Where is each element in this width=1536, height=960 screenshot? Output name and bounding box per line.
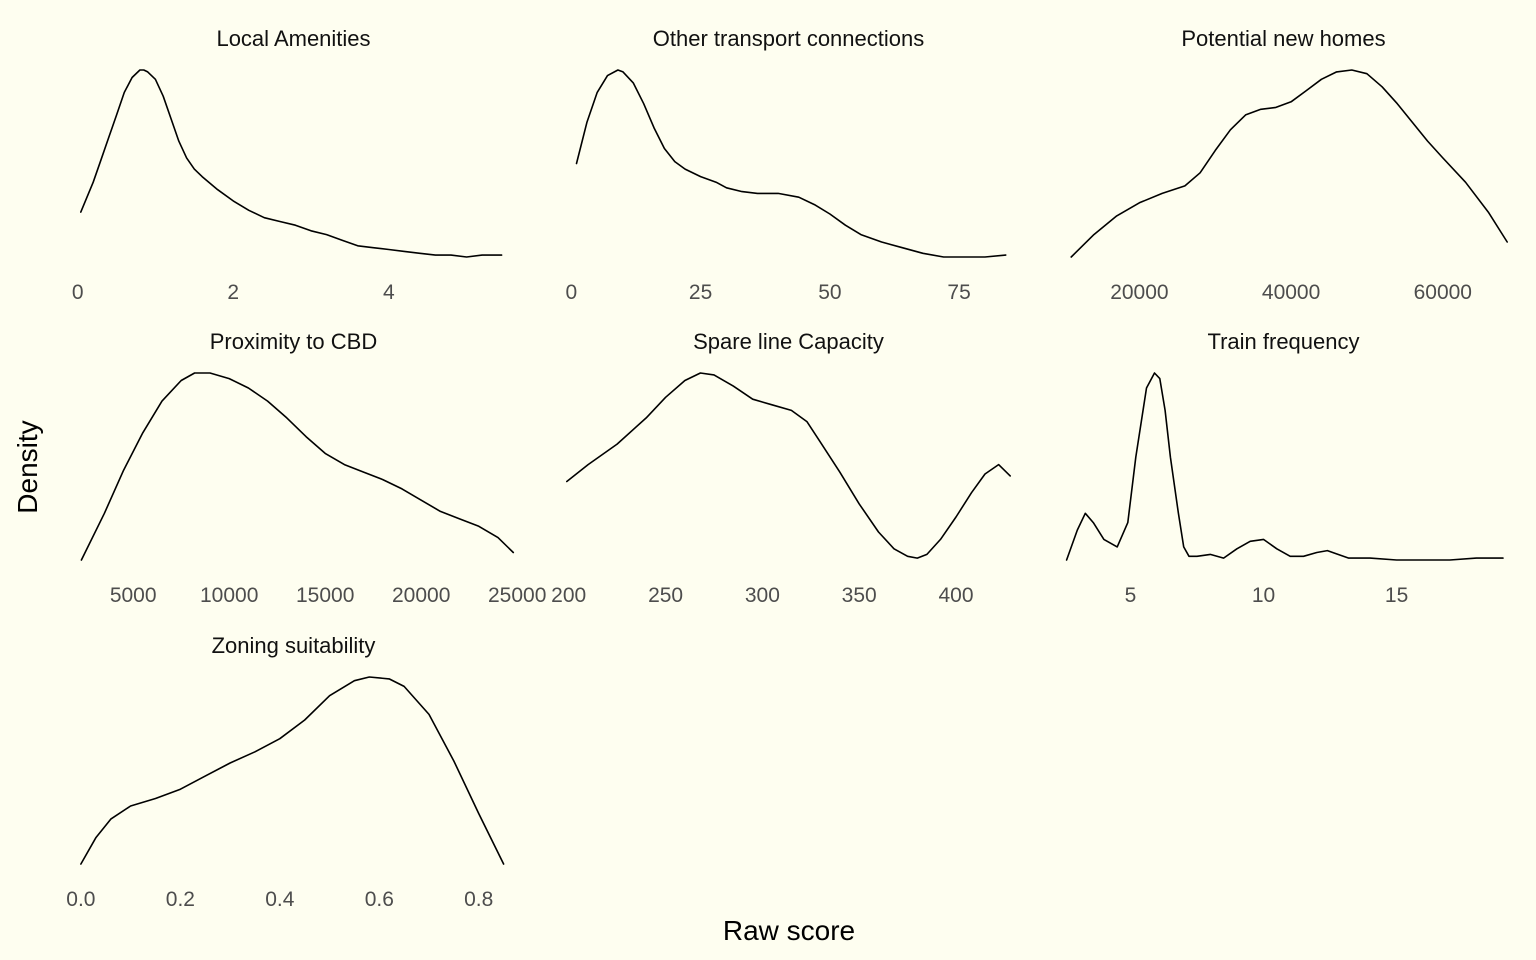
- panel-potential-new-homes: Potential new homes 20000 40000 60000: [1070, 26, 1508, 304]
- x-tick-label: 50: [818, 281, 841, 304]
- x-tick-label: 15: [1385, 584, 1408, 607]
- x-tick-label: 0: [72, 281, 84, 304]
- panel-title: Potential new homes: [1181, 26, 1385, 51]
- x-tick-label: 0.2: [166, 888, 195, 911]
- panel-local-amenities: Local Amenities 0 2 4: [72, 26, 503, 304]
- panel-title: Spare line Capacity: [693, 329, 884, 354]
- density-curve: [575, 69, 1007, 258]
- x-tick-label: 4: [383, 281, 395, 304]
- x-tick-label: 0: [565, 281, 577, 304]
- panel-train-frequency: Train frequency 5 10 15: [1065, 329, 1504, 607]
- x-tick-label: 0.0: [66, 888, 95, 911]
- panel-other-transport-connections: Other transport connections 0 25 50 75: [565, 26, 1007, 304]
- density-curve: [80, 69, 503, 258]
- x-axis-title: Raw score: [723, 915, 855, 946]
- panel-title: Other transport connections: [653, 26, 924, 51]
- x-tick-label: 0.8: [464, 888, 493, 911]
- panels: Local Amenities 0 2 4 Other transport connec…: [66, 26, 1508, 911]
- x-tick-label: 300: [745, 584, 780, 607]
- density-curve: [566, 372, 1011, 559]
- density-curve: [1070, 69, 1508, 258]
- x-tick-label: 200: [551, 584, 586, 607]
- density-curve: [80, 372, 515, 561]
- x-tick-label: 20000: [1110, 281, 1168, 304]
- x-tick-label: 25000: [488, 584, 546, 607]
- x-tick-label: 5: [1125, 584, 1137, 607]
- x-tick-label: 15000: [296, 584, 354, 607]
- x-tick-label: 5000: [110, 584, 157, 607]
- x-tick-label: 250: [648, 584, 683, 607]
- panel-title: Train frequency: [1207, 329, 1359, 354]
- x-tick-label: 10: [1252, 584, 1275, 607]
- x-tick-label: 25: [689, 281, 712, 304]
- panel-title: Zoning suitability: [212, 633, 376, 658]
- panel-title: Local Amenities: [216, 26, 370, 51]
- panel-zoning-suitability: Zoning suitability 0.0 0.2 0.4 0.6 0.8: [66, 633, 505, 911]
- x-tick-label: 0.6: [365, 888, 394, 911]
- y-axis-title: Density: [12, 420, 43, 513]
- x-tick-label: 2: [227, 281, 239, 304]
- panel-spare-line-capacity: Spare line Capacity 200 250 300 350 400: [551, 329, 1011, 607]
- x-tick-label: 60000: [1414, 281, 1472, 304]
- x-tick-label: 10000: [200, 584, 258, 607]
- density-curve: [1065, 372, 1504, 561]
- x-tick-label: 350: [842, 584, 877, 607]
- panel-proximity-to-cbd: Proximity to CBD 5000 10000 15000 20000 25000: [80, 329, 546, 607]
- x-tick-label: 40000: [1262, 281, 1320, 304]
- x-tick-label: 75: [947, 281, 970, 304]
- x-tick-label: 400: [938, 584, 973, 607]
- x-tick-label: 20000: [392, 584, 450, 607]
- density-curve: [80, 676, 505, 865]
- panel-title: Proximity to CBD: [210, 329, 377, 354]
- x-tick-label: 0.4: [265, 888, 295, 911]
